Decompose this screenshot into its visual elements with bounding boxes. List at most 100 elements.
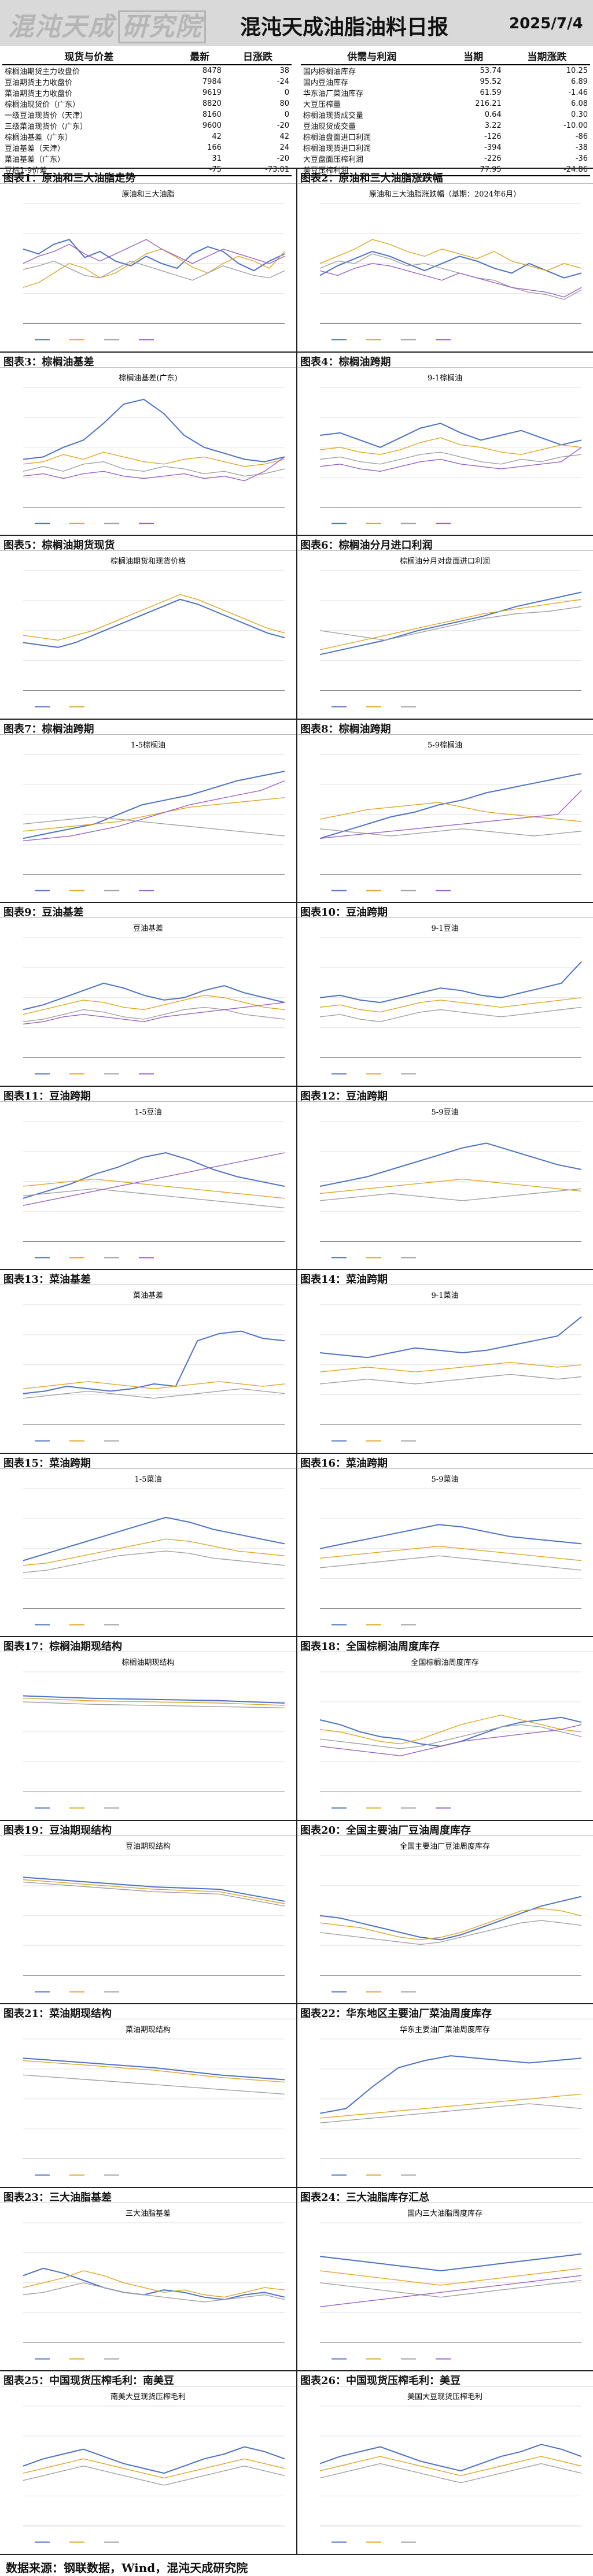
chart-svg: 棕榈油期现结构 [23,1659,285,1809]
row-value: -73.01 [223,164,292,176]
chart-heading: 图表2：原油和三大油脂涨跌幅 [297,168,593,184]
chart-panel: 图表22：华东地区主要油厂菜油周度库存 华东主要油厂菜油周度库存 [297,2003,593,2187]
row-value: 42 [212,132,222,141]
series-line [23,1178,285,1198]
row-value: -86 [575,132,588,141]
row-value: 8820 [202,99,222,108]
chart-number: 图表19： [3,1824,50,1837]
chart-panel: 图表15：菜油跨期 1-5菜油 [0,1452,296,1637]
row-label: 豆油基差（天津） [5,145,65,153]
series-line [23,2282,285,2303]
row-label: 国内豆油库存 [303,79,349,87]
table-row: 棕榈油现货成交量 0.64 0.30 [301,109,590,120]
chart-title: 三大油脂基差 [126,2209,171,2218]
chart-title: 9-1棕榈油 [428,374,462,383]
series-line [23,598,285,648]
chart-name: 豆油基差 [42,906,84,919]
chart-panel: 图表23：三大油脂基差 三大油脂基差 [0,2186,296,2371]
row-label: 大豆压榨量 [303,101,341,109]
row-value: 42 [279,132,289,141]
row-label: 菜油基差（广东） [5,156,65,164]
chart-heading: 图表6：棕榈油分月进口利润 [297,535,593,552]
chart-number: 图表13： [3,1274,50,1286]
chart-title: 豆油基差 [133,924,163,933]
chart-panel: 图表24：三大油脂库存汇总 国内三大油脂周度库存 [297,2186,593,2371]
row-value: 6.08 [571,99,588,108]
chart-number: 图表12： [300,1090,347,1102]
series-line [319,451,582,465]
source-note: 数据来源：钢联数据，Wind，混沌天成研究院 [0,2554,593,2576]
report-header: 混沌天成 研究院 混沌天成油脂油料日报 2025/7/4 [0,0,593,46]
chart-svg: 国内三大油脂周度库存 [319,2209,582,2359]
chart-number: 图表6： [300,539,339,552]
series-line [23,2267,285,2300]
chart-heading: 图表8：棕榈油跨期 [297,718,593,735]
series-line [319,828,582,837]
chart-title: 9-1豆油 [432,924,459,933]
chart-heading: 图表10：豆油跨期 [297,902,593,919]
series-line [23,2057,285,2081]
row-value: -38 [575,143,588,152]
chart-title: 1-5棕榈油 [131,741,165,750]
series-line [319,801,582,822]
logo: 混沌天成 研究院 [8,6,206,43]
series-line [23,239,285,264]
chart-heading: 图表25：中国现货压榨毛利：南美豆 [0,2370,296,2387]
chart-svg: 9-1豆油 [319,924,582,1075]
chart-number: 图表5： [3,539,42,552]
chart-heading: 图表20：全国主要油厂豆油周度库存 [297,1819,593,1837]
row-value: -10.00 [563,121,588,130]
series-line [319,1714,582,1745]
row-label: 豆油现货成交量 [303,123,356,131]
series-line [23,994,285,1015]
chart-panel: 图表5：棕榈油期货现货棕榈油期货和现货价格 [0,535,296,719]
right-header: 当期涨跌 [503,47,590,65]
row-value: -20 [277,154,289,163]
series-line [23,461,285,476]
row-value: 8160 [202,110,222,119]
chart-name: 三大油脂基差 [49,2191,112,2204]
chart-heading: 图表17：棕榈油期现结构 [0,1636,296,1653]
chart-panel: 图表6：棕榈油分月进口利润 棕榈油分月对盘面进口利润 [297,535,593,719]
series-line [23,816,285,837]
chart-title: 全国棕榈油周度库存 [411,1658,478,1667]
series-line [23,1152,285,1199]
report-title: 混沌天成油脂油料日报 [240,15,449,39]
chart-number: 图表21： [3,2008,50,2020]
chart-title: 美国大豆现货压榨毛利 [407,2392,482,2401]
chart-title: 1-5菜油 [135,1475,162,1484]
table-row: 棕榈油期货主力收盘价 8478 38 [2,65,292,76]
chart-number: 图表11： [3,1090,50,1102]
chart-number: 图表14： [300,1274,347,1286]
chart-number: 图表25： [3,2375,50,2387]
row-value: 7984 [202,77,222,86]
table-row: 国内棕榈油库存 53.74 10.25 [301,65,590,76]
chart-heading: 图表21：菜油期现结构 [0,2003,296,2020]
series-line [319,1523,582,1549]
row-value: 24 [279,143,289,152]
chart-heading: 图表5：棕榈油期货现货 [0,535,296,552]
chart-title: 棕榈油基差(广东) [119,374,177,383]
chart-title: 全国主要油厂豆油周度库存 [400,1842,490,1851]
chart-panel: 图表20：全国主要油厂豆油周度库存全国主要油厂豆油周度库存 [297,1819,593,2004]
row-label: 国内棕榈油库存 [303,68,356,76]
chart-title: 棕榈油期货和现货价格 [111,557,186,566]
series-line [23,1381,285,1390]
series-line [319,790,582,839]
series-line [23,1695,285,1704]
row-label: 豆油期货主力收盘价 [5,79,73,87]
chart-title: 南美大豆现货压榨毛利 [111,2392,186,2401]
chart-number: 图表8： [300,723,339,735]
row-label: 大豆盘面压榨利润 [303,156,364,164]
chart-number: 图表26： [300,2375,347,2387]
chart-name: 棕榈油跨期 [338,723,391,735]
chart-name: 华东地区主要油厂菜油周度库存 [346,2008,492,2020]
chart-heading: 图表13：菜油基差 [0,1269,296,1286]
spot-spread-table: 现货与价差 最新 日涨跌 棕榈油期货主力收盘价 8478 38 豆油期货主力收盘价 7984 -… [2,47,292,176]
series-line [23,1330,285,1394]
chart-number: 图表17： [3,1641,50,1653]
chart-number: 图表23： [3,2191,50,2204]
chart-panel: 图表7：棕榈油跨期 1-5棕榈油 [0,718,296,902]
row-value: 53.74 [480,66,502,75]
series-line [23,1187,285,1208]
